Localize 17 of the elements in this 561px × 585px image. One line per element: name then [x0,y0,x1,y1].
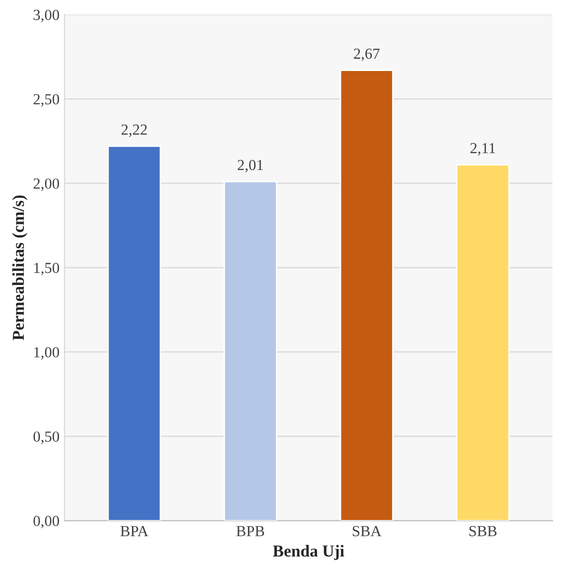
y-tick-label: 2,00 [34,178,60,191]
y-tick-label: 0,50 [34,431,60,444]
y-tick-label: 0,00 [34,516,60,528]
y-tick-label: 1,00 [34,347,60,360]
data-label: 2,11 [470,143,496,156]
y-tick-label: 3,00 [34,10,60,22]
y-tick-label: 2,50 [34,94,60,107]
data-label: 2,22 [122,124,147,137]
x-tick-label: SBA [352,526,382,536]
data-label: 2,01 [238,160,263,172]
x-tick-label: SBB [469,526,497,536]
data-label: 2,67 [354,48,380,62]
x-tick-label: BPA [120,526,148,536]
x-tick-label: BPB [236,526,264,536]
y-tick-label: 1,50 [34,262,60,276]
y-axis-title: Permeabilitas (cm/s) [12,195,28,340]
x-axis-title: Benda Uji [272,544,344,560]
